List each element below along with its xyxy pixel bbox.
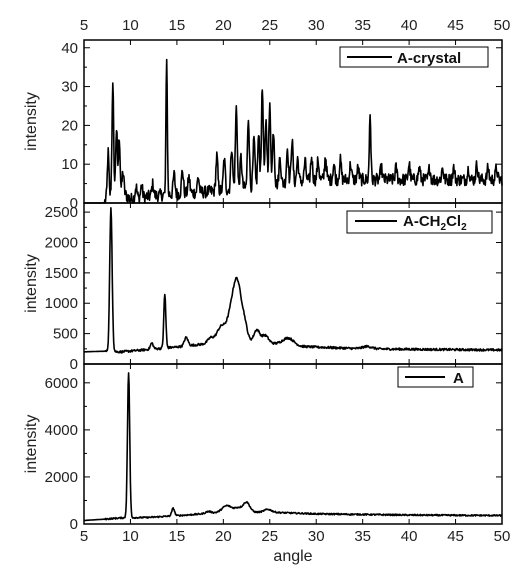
bottom-x-axis: 5 10 15 20 25 30 35 40 45 50 <box>80 528 511 545</box>
top-x-tick-label: 35 <box>354 17 371 34</box>
y-tick-label: 4000 <box>45 422 78 439</box>
bottom-x-tick-label: 15 <box>169 528 186 545</box>
y-tick-label: 1000 <box>45 295 78 312</box>
series-line-2 <box>83 372 503 522</box>
legend-a-ch2cl2: A-CH2Cl2 <box>346 210 493 234</box>
y-tick-label: 30 <box>61 79 78 96</box>
bottom-x-tick-label: 45 <box>447 528 464 545</box>
y-axis-title: intensity <box>23 254 40 313</box>
panel-a-ch2cl2: 0 500 1000 1500 2000 2500 intensity <box>23 202 503 373</box>
y-axis-title: intensity <box>23 92 40 151</box>
x-axis-title: angle <box>273 548 312 565</box>
bottom-x-tick-label: 5 <box>80 528 88 545</box>
top-x-tick-label: 10 <box>122 17 139 34</box>
y-tick-label: 1500 <box>45 265 78 282</box>
top-x-tick-label: 15 <box>169 17 186 34</box>
top-x-axis: 5 10 15 20 25 30 35 40 45 50 <box>80 17 511 34</box>
y-tick-label: 2000 <box>45 469 78 486</box>
legend-a-crystal: A-crystal <box>339 46 489 68</box>
series-line-0 <box>83 58 503 204</box>
top-x-tick-label: 25 <box>261 17 278 34</box>
top-x-tick-label: 40 <box>401 17 418 34</box>
y-tick-label: 0 <box>70 516 78 533</box>
legend-label-a-crystal: A-crystal <box>397 50 461 67</box>
top-x-tick-label: 50 <box>494 17 511 34</box>
y-tick-label: 10 <box>61 156 78 173</box>
bottom-x-tick-label: 35 <box>354 528 371 545</box>
panel-frame <box>83 363 503 525</box>
bottom-x-tick-label: 20 <box>215 528 232 545</box>
legend-label-a: A <box>453 370 464 387</box>
bottom-x-tick-label: 10 <box>122 528 139 545</box>
top-x-tick-label: 5 <box>80 17 88 34</box>
legend-a: A <box>397 366 474 388</box>
y-tick-label: 20 <box>61 117 78 134</box>
bottom-x-tick-label: 40 <box>401 528 418 545</box>
y-tick-label: 0 <box>70 356 78 373</box>
series-line-1 <box>83 207 503 354</box>
top-x-tick-label: 45 <box>447 17 464 34</box>
y-tick-label: 500 <box>53 326 78 343</box>
y-tick-label: 0 <box>70 195 78 212</box>
y-tick-label: 40 <box>61 40 78 57</box>
bottom-x-tick-label: 50 <box>494 528 511 545</box>
bottom-x-tick-label: 30 <box>308 528 325 545</box>
y-tick-label: 6000 <box>45 375 78 392</box>
top-x-tick-label: 20 <box>215 17 232 34</box>
y-axis-title: intensity <box>23 415 40 474</box>
y-tick-label: 2000 <box>45 234 78 251</box>
legend-label-a-ch2cl2: A-CH2Cl2 <box>403 213 467 233</box>
top-x-tick-label: 30 <box>308 17 325 34</box>
y-tick-label: 2500 <box>45 204 78 221</box>
bottom-x-tick-label: 25 <box>261 528 278 545</box>
panel-a: 0 2000 4000 6000 intensity <box>23 363 503 533</box>
